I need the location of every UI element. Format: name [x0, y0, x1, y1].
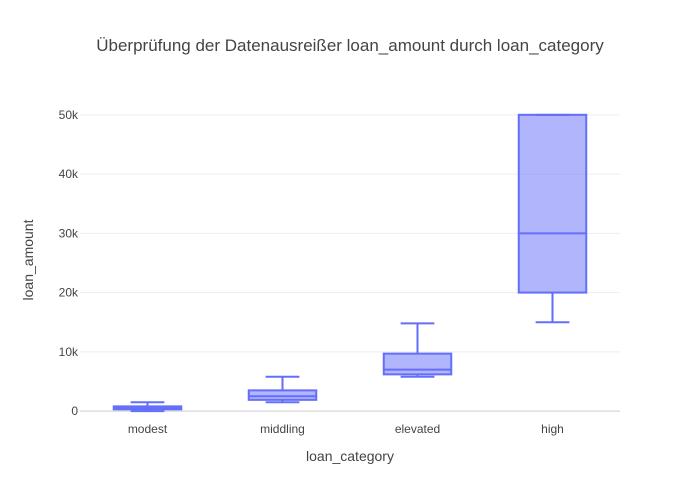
- x-tick-label: elevated: [395, 422, 440, 436]
- x-axis-title: loan_category: [306, 448, 394, 464]
- box-modest: [112, 401, 183, 413]
- y-axis-ticks: 0 10k 20k 30k 40k 50k: [59, 108, 79, 418]
- x-tick-label: middling: [260, 422, 305, 436]
- box-elevated: [382, 322, 453, 378]
- box-body: [382, 352, 453, 376]
- box-body: [517, 113, 588, 294]
- x-axis-ticks: modest middling elevated high: [128, 422, 564, 436]
- box-middling: [247, 375, 318, 404]
- y-tick-label: 0: [71, 404, 78, 418]
- box-body: [247, 389, 318, 401]
- y-tick-label: 40k: [59, 167, 79, 181]
- y-tick-label: 20k: [59, 286, 79, 300]
- y-axis-title: loan_amount: [20, 219, 36, 300]
- box-high: [517, 113, 588, 324]
- boxes: [112, 113, 588, 413]
- chart-title: Überprüfung der Datenausreißer loan_amou…: [96, 36, 604, 55]
- x-tick-label: modest: [128, 422, 168, 436]
- gridlines: [80, 114, 620, 412]
- y-tick-label: 50k: [59, 108, 79, 122]
- y-tick-label: 10k: [59, 345, 79, 359]
- x-tick-label: high: [541, 422, 564, 436]
- y-tick-label: 30k: [59, 226, 79, 240]
